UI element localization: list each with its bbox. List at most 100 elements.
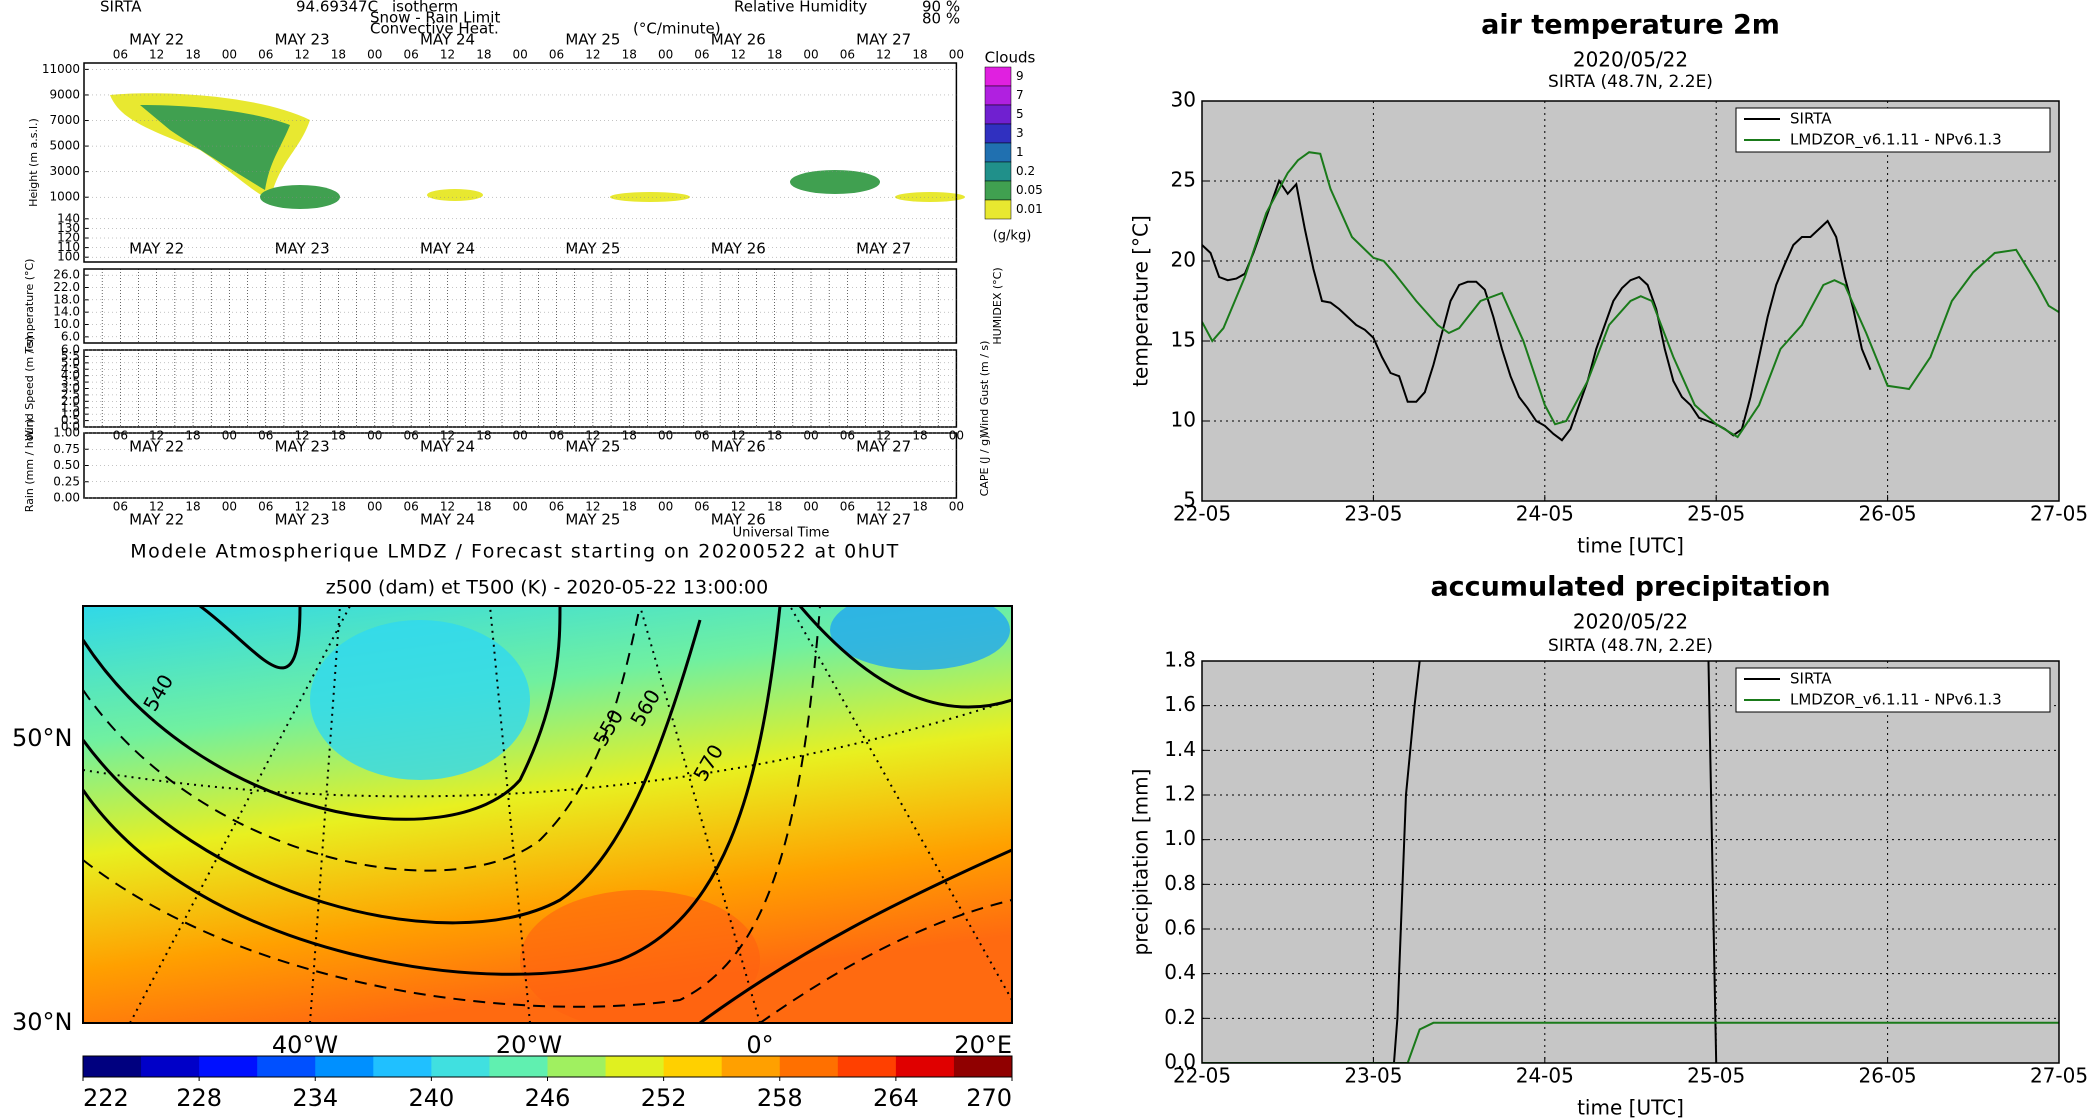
hour-label: 12 xyxy=(149,48,164,62)
lat-label: 30°N xyxy=(12,1008,73,1036)
colorbar-segment xyxy=(895,1056,955,1077)
hour-label: 00 xyxy=(658,48,673,62)
x-axis-label: time [UTC] xyxy=(1577,534,1684,558)
x-tick-label: 25-05 xyxy=(1687,502,1745,526)
y-axis-label: temperature [°C] xyxy=(1129,215,1153,387)
hour-label: 18 xyxy=(912,500,927,514)
hour-label: 18 xyxy=(331,48,346,62)
y-tick-label: 6.0 xyxy=(61,329,80,343)
series-line xyxy=(1202,178,1872,442)
y-tick-label: 3.0 xyxy=(61,381,80,395)
hour-label: 12 xyxy=(876,500,891,514)
day-label: MAY 26 xyxy=(711,511,766,529)
y2-axis-label: HUMIDEX (°C) xyxy=(991,267,1004,344)
clouds-swatch xyxy=(984,199,1012,220)
chart-subtitle: 2020/05/22 xyxy=(1573,610,1688,634)
x-axis-label: time [UTC] xyxy=(1577,1096,1684,1120)
lon-label: 40°W xyxy=(272,1031,338,1059)
y-tick-label: 1.0 xyxy=(1164,826,1196,850)
y-tick-label: 2.0 xyxy=(61,394,80,408)
y-tick-label: 15 xyxy=(1171,328,1196,352)
hour-label: 06 xyxy=(694,500,709,514)
x-tick-label: 22-05 xyxy=(1173,1064,1231,1088)
y-tick-label: 25 xyxy=(1171,168,1196,192)
day-label: MAY 22 xyxy=(129,31,184,49)
y-tick-label: 1.5 xyxy=(61,400,80,414)
day-label: MAY 27 xyxy=(856,31,911,49)
y2-axis-label: CAPE (J / g) xyxy=(978,435,991,497)
hour-label: 12 xyxy=(294,500,309,514)
colorbar-segment xyxy=(489,1056,548,1077)
hour-label: 18 xyxy=(622,500,637,514)
colorbar-label: 234 xyxy=(292,1084,338,1112)
day-label: MAY 25 xyxy=(565,511,620,529)
hour-label: 00 xyxy=(658,429,673,443)
meteogram-header: (°C/minute) xyxy=(633,20,721,38)
hour-label: 12 xyxy=(149,429,164,443)
y-tick-label: 1000 xyxy=(49,190,80,204)
hour-label: 00 xyxy=(513,429,528,443)
x-tick-label: 23-05 xyxy=(1344,1064,1402,1088)
clouds-unit: (g/kg) xyxy=(993,229,1032,244)
x-tick-label: 24-05 xyxy=(1516,1064,1574,1088)
y-axis-label: Wind Speed (m / s) xyxy=(23,336,36,441)
day-label: MAY 24 xyxy=(420,31,475,49)
hour-label: 18 xyxy=(767,429,782,443)
y-tick-label: 0.2 xyxy=(1164,1005,1196,1029)
y-tick-label: 0.00 xyxy=(53,491,80,505)
colorbar-label: 258 xyxy=(757,1084,803,1112)
hour-label: 06 xyxy=(258,500,273,514)
meteogram-clouds xyxy=(110,93,965,209)
y-tick-label: 120 xyxy=(57,231,80,245)
y-tick-label: 11000 xyxy=(42,62,80,76)
hour-label: 06 xyxy=(840,429,855,443)
meteogram-header: 80 % xyxy=(922,10,960,28)
legend-label: LMDZOR_v6.1.11 - NPv6.1.3 xyxy=(1790,691,2002,710)
hour-label: 00 xyxy=(949,500,964,514)
y-tick-label: 0.8 xyxy=(1164,871,1196,895)
hour-label: 18 xyxy=(476,429,491,443)
hour-label: 12 xyxy=(876,429,891,443)
hour-label: 18 xyxy=(185,48,200,62)
y-tick-label: 4.5 xyxy=(61,362,80,376)
y-tick-label: 1.4 xyxy=(1164,737,1196,761)
y-tick-label: 110 xyxy=(57,240,80,254)
hour-label: 06 xyxy=(549,500,564,514)
hour-label: 12 xyxy=(731,48,746,62)
day-label: MAY 23 xyxy=(275,31,330,49)
colorbar-segment xyxy=(199,1056,258,1077)
y-tick-label: 30 xyxy=(1171,88,1196,112)
x-tick-label: 22-05 xyxy=(1173,502,1231,526)
meteogram-footer: Modele Atmospherique LMDZ / Forecast sta… xyxy=(130,541,900,563)
y-tick-label: 5000 xyxy=(49,139,80,153)
y-tick-label: 0.6 xyxy=(1164,916,1196,940)
map-frame xyxy=(82,605,1013,1024)
hour-label: 18 xyxy=(185,429,200,443)
y-tick-label: 0.4 xyxy=(1164,960,1196,984)
hour-label: 12 xyxy=(149,500,164,514)
x-tick-label: 25-05 xyxy=(1687,1064,1745,1088)
hour-label: 00 xyxy=(513,500,528,514)
x-tick-label: 26-05 xyxy=(1859,502,1917,526)
hour-label: 12 xyxy=(294,429,309,443)
y-tick-label: 5.0 xyxy=(61,355,80,369)
hour-label: 06 xyxy=(404,429,419,443)
clouds-level: 7 xyxy=(1016,88,1024,102)
clouds-level: 3 xyxy=(1016,126,1024,140)
y-tick-label: 0.0 xyxy=(61,420,80,434)
clouds-level: 9 xyxy=(1016,69,1024,83)
legend-label: SIRTA xyxy=(1790,110,1832,128)
x-tick-label: 24-05 xyxy=(1516,502,1574,526)
colorbar-segment xyxy=(257,1056,316,1077)
y-tick-label: 1.00 xyxy=(53,426,80,440)
meteogram-header: SIRTA xyxy=(100,0,142,16)
y-tick-label: 1.6 xyxy=(1164,692,1196,716)
hour-label: 18 xyxy=(476,48,491,62)
y-tick-label: 140 xyxy=(57,211,80,225)
day-label: MAY 22 xyxy=(129,240,184,258)
colorbar-segment xyxy=(663,1056,723,1077)
hour-label: 18 xyxy=(622,429,637,443)
hour-label: 06 xyxy=(258,429,273,443)
clouds-swatch xyxy=(984,180,1012,201)
hour-label: 00 xyxy=(367,48,382,62)
